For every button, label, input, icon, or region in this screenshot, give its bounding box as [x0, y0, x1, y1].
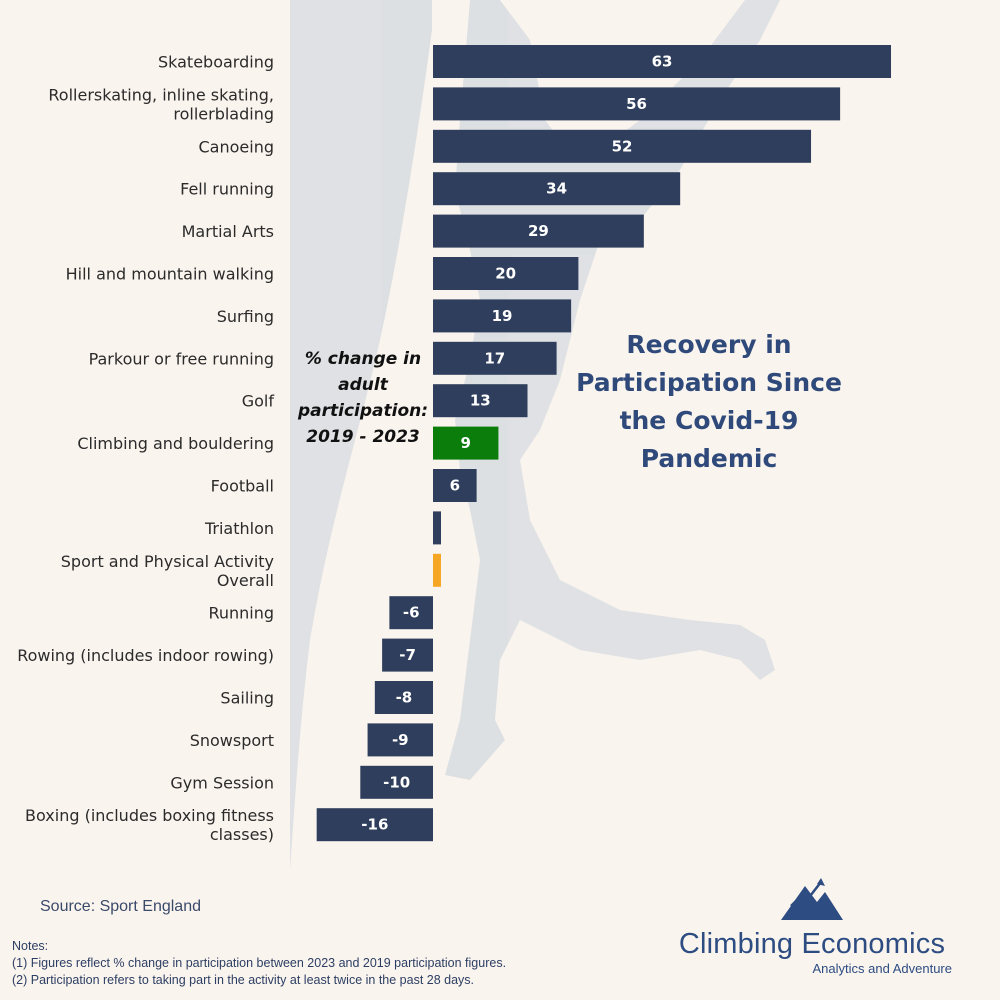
bar-martial-arts	[433, 214, 644, 248]
category-label: Rollerskating, inline skating,	[48, 85, 274, 104]
category-label: Running	[208, 604, 274, 623]
brand-block: Climbing Economics Analytics and Adventu…	[664, 876, 960, 976]
category-label: Sport and Physical Activity	[61, 552, 274, 571]
data-label: 63	[652, 53, 673, 71]
value-labels-group: 63 56 52 34 29 20 19 17 13 9 6 -6 -7 -8 -9 -10 -16	[361, 53, 672, 834]
data-label: -16	[361, 816, 388, 834]
note-line: (2) Participation refers to taking part …	[12, 973, 475, 987]
category-label: Surfing	[217, 307, 274, 326]
category-label: Boxing (includes boxing fitness	[25, 806, 274, 825]
brand-name: Climbing Economics	[678, 928, 946, 960]
bar-football	[433, 469, 477, 502]
category-label: Rowing (includes indoor rowing)	[17, 646, 274, 665]
bars-group	[316, 45, 892, 842]
data-label: 20	[495, 265, 516, 283]
category-label: Martial Arts	[182, 222, 274, 241]
data-label: 19	[492, 307, 513, 325]
data-label: -9	[392, 731, 409, 749]
category-label: classes)	[210, 825, 274, 844]
data-label: -7	[399, 646, 416, 664]
data-label: 52	[612, 137, 633, 155]
bar-sport-and-physical-activity-overall	[433, 553, 441, 587]
category-label: Skateboarding	[158, 53, 274, 72]
data-label: 17	[484, 349, 505, 367]
data-label: 56	[626, 95, 647, 113]
category-label: Gym Session	[170, 773, 274, 792]
data-label: 6	[450, 477, 460, 495]
bar-climbing-and-bouldering	[433, 426, 499, 460]
category-label: Parkour or free running	[89, 349, 274, 368]
bar-fell-running	[433, 172, 681, 206]
category-label: Snowsport	[190, 731, 274, 750]
bar-golf	[433, 384, 528, 418]
bar-rowing-includes-indoor-rowing	[382, 638, 433, 672]
bar-rollerskating-inline-skating-rollerblading	[433, 87, 841, 121]
category-label: Canoeing	[199, 137, 275, 156]
category-label: Hill and mountain walking	[66, 265, 274, 284]
data-label: -6	[403, 604, 420, 622]
category-label: Golf	[242, 392, 275, 411]
data-label: -8	[396, 689, 413, 707]
note-line: (1) Figures reflect % change in particip…	[12, 956, 507, 970]
category-label: Football	[211, 477, 274, 496]
data-label: 13	[470, 392, 491, 410]
brand-tagline: Analytics and Adventure	[812, 961, 952, 976]
bar-snowsport	[367, 723, 433, 757]
bar-boxing-includes-boxing-fitness-classes	[316, 808, 433, 842]
bar-triathlon	[433, 511, 441, 545]
bar-parkour-or-free-running	[433, 341, 557, 375]
mountain-trend-icon	[781, 878, 843, 920]
data-label: 9	[460, 434, 470, 452]
data-label: 29	[528, 222, 549, 240]
source-text: Source: Sport England	[40, 898, 201, 915]
notes-heading: Notes:	[12, 939, 49, 953]
bar-surfing	[433, 299, 572, 333]
category-label: Sailing	[220, 689, 274, 708]
category-label: Overall	[217, 571, 274, 590]
bar-canoeing	[433, 129, 812, 163]
bar-hill-and-mountain-walking	[433, 257, 579, 290]
bar-sailing	[374, 681, 433, 714]
bar-running	[389, 596, 433, 630]
category-labels-group: Skateboarding Rollerskating, inline skati…	[17, 53, 274, 845]
bar-skateboarding	[433, 45, 892, 78]
chart-title: Recovery in Participation Since the Covi…	[576, 330, 842, 473]
notes: Notes: (1) Figures reflect % change in p…	[12, 938, 506, 989]
data-label: -10	[383, 773, 410, 791]
category-label: Triathlon	[204, 519, 274, 538]
chart-subtitle: % change in adult participation: 2019 - …	[297, 349, 429, 447]
category-label: Fell running	[180, 180, 274, 199]
category-label: rollerblading	[173, 104, 274, 123]
data-label: 34	[546, 180, 567, 198]
category-label: Climbing and bouldering	[77, 434, 274, 453]
bar-gym-session	[360, 765, 433, 799]
